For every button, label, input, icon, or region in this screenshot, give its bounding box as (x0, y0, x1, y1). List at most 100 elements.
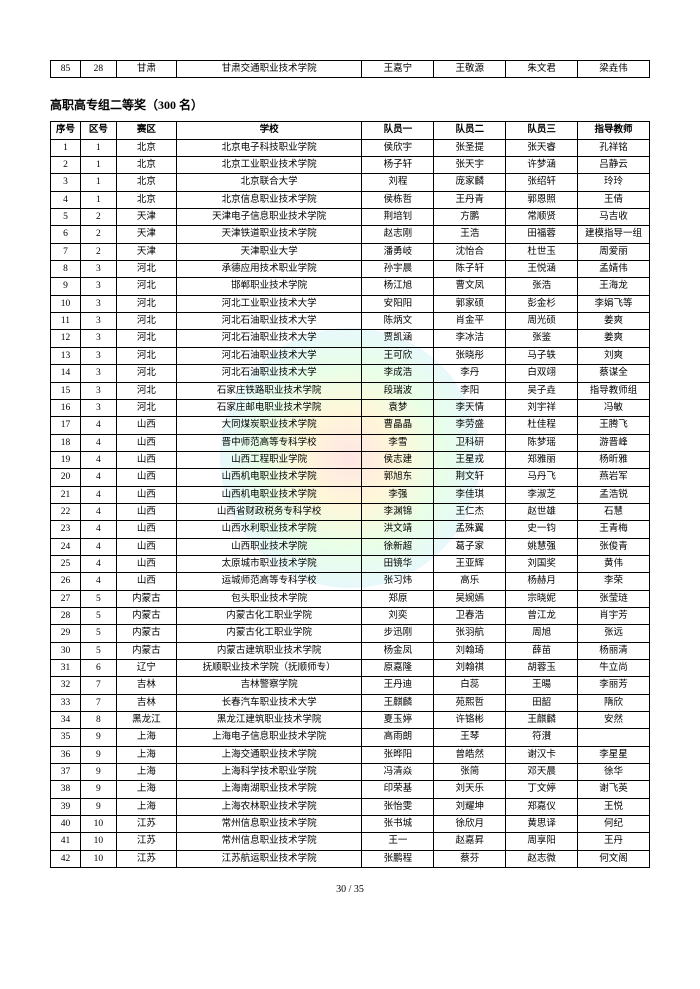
cell-p3: 周旭 (506, 625, 578, 642)
cell-school: 河北石油职业技术大学 (176, 347, 362, 364)
cell-area: 山西 (116, 503, 176, 520)
cell-p3: 郭恩照 (506, 191, 578, 208)
table-row: 85 28 甘肃 甘肃交通职业技术学院 王嘉宁 王敬源 朱文君 梁垚伟 (51, 61, 650, 78)
cell-p3: 王暘 (506, 677, 578, 694)
cell-seq: 34 (51, 712, 81, 729)
cell-area: 河北 (116, 382, 176, 399)
cell-school: 邯郸职业技术学院 (176, 278, 362, 295)
cell-p2: 陈子轩 (434, 261, 506, 278)
section-title: 高职高专组二等奖（300 名） (50, 96, 650, 113)
table-row: 174山西大同煤炭职业技术学院曹晶晶李劳盛杜佳程王腾飞 (51, 417, 650, 434)
table-row: 41北京北京信息职业技术学院侯栋哲王丹青郭恩照王倩 (51, 191, 650, 208)
table-row: 305内蒙古内蒙古建筑职业技术学院杨金凤刘翰琦薛苗杨丽清 (51, 642, 650, 659)
cell-zone: 3 (80, 365, 116, 382)
cell-school: 甘肃交通职业技术学院 (176, 61, 362, 78)
cell-p3: 黄思译 (506, 816, 578, 833)
table-row: 113河北河北石油职业技术大学陈炳文肖金平周光硕姜爽 (51, 313, 650, 330)
cell-teacher: 玲玲 (578, 174, 650, 191)
cell-school: 北京工业职业技术学院 (176, 157, 362, 174)
table-row: 194山西山西工程职业学院侯志建王星戎郑雅丽杨昕雅 (51, 451, 650, 468)
table-row: 275内蒙古包头职业技术学院郑原吴婉嫣宗晓妮张莹琏 (51, 590, 650, 607)
header-area: 赛区 (116, 122, 176, 139)
cell-p3: 胡蓉玉 (506, 660, 578, 677)
cell-zone: 4 (80, 417, 116, 434)
cell-seq: 85 (51, 61, 81, 78)
cell-p2: 庞家麟 (434, 174, 506, 191)
header-p1: 队员一 (362, 122, 434, 139)
table-row: 72天津天津职业大学潘勇岐沈怡合杜世玉周爱丽 (51, 243, 650, 260)
cell-p1: 张书城 (362, 816, 434, 833)
table-row: 337吉林长春汽车职业技术大学王麒麟苑熙哲田韶隋欣 (51, 694, 650, 711)
cell-teacher: 肖宇芳 (578, 607, 650, 624)
cell-teacher: 杨丽清 (578, 642, 650, 659)
cell-seq: 32 (51, 677, 81, 694)
cell-p3: 赵志微 (506, 850, 578, 867)
cell-p3: 朱文君 (506, 61, 578, 78)
cell-school: 内蒙古化工职业学院 (176, 607, 362, 624)
cell-p2: 张天宇 (434, 157, 506, 174)
table-row: 143河北河北石油职业技术大学李成浩李丹白双翊蔡谋全 (51, 365, 650, 382)
cell-teacher: 吕静云 (578, 157, 650, 174)
cell-p2: 荆文轩 (434, 469, 506, 486)
cell-school: 江苏航运职业技术学院 (176, 850, 362, 867)
cell-p3: 陈梦瑶 (506, 434, 578, 451)
cell-seq: 31 (51, 660, 81, 677)
cell-area: 河北 (116, 365, 176, 382)
cell-p3: 史一钧 (506, 521, 578, 538)
cell-p2: 肖金平 (434, 313, 506, 330)
cell-school: 常州信息职业技术学院 (176, 816, 362, 833)
cell-p3: 谢汉卡 (506, 746, 578, 763)
cell-school: 黑龙江建筑职业技术学院 (176, 712, 362, 729)
cell-area: 吉林 (116, 694, 176, 711)
cell-seq: 13 (51, 347, 81, 364)
cell-p1: 徐新超 (362, 538, 434, 555)
cell-area: 上海 (116, 798, 176, 815)
cell-school: 石家庄铁路职业技术学院 (176, 382, 362, 399)
cell-zone: 3 (80, 295, 116, 312)
cell-zone: 4 (80, 555, 116, 572)
cell-p1: 田镜华 (362, 555, 434, 572)
cell-teacher: 王海龙 (578, 278, 650, 295)
table-row: 327吉林吉林警察学院王丹迪白蕊王暘李丽芳 (51, 677, 650, 694)
table-row: 204山西山西机电职业技术学院郭旭东荆文轩马丹飞燕岩军 (51, 469, 650, 486)
cell-p3: 郑嘉仪 (506, 798, 578, 815)
cell-seq: 26 (51, 573, 81, 590)
table-row: 285内蒙古内蒙古化工职业学院刘奕卫春浩曾江龙肖宇芳 (51, 607, 650, 624)
cell-p2: 沈怡合 (434, 243, 506, 260)
cell-area: 山西 (116, 573, 176, 590)
main-table: 序号 区号 赛区 学校 队员一 队员二 队员三 指导教师 11北京北京电子科技职… (50, 121, 650, 868)
cell-p3: 符濽 (506, 729, 578, 746)
cell-p3: 马丹飞 (506, 469, 578, 486)
cell-area: 内蒙古 (116, 642, 176, 659)
cell-seq: 40 (51, 816, 81, 833)
cell-seq: 27 (51, 590, 81, 607)
cell-area: 山西 (116, 469, 176, 486)
cell-p2: 王星戎 (434, 451, 506, 468)
cell-p1: 张晔阳 (362, 746, 434, 763)
cell-teacher: 周爱丽 (578, 243, 650, 260)
table-row: 62天津天津铁道职业技术学院赵志刚王浩田福蓉建模指导一组 (51, 226, 650, 243)
table-row: 184山西晋中师范高等专科学校李雪卫科研陈梦瑶游晋峰 (51, 434, 650, 451)
cell-seq: 30 (51, 642, 81, 659)
cell-school: 石家庄邮电职业技术学院 (176, 399, 362, 416)
cell-school: 常州信息职业技术学院 (176, 833, 362, 850)
cell-seq: 9 (51, 278, 81, 295)
cell-school: 运城师范高等专科学校 (176, 573, 362, 590)
cell-area: 山西 (116, 538, 176, 555)
cell-zone: 3 (80, 330, 116, 347)
cell-zone: 4 (80, 469, 116, 486)
cell-teacher: 梁垚伟 (578, 61, 650, 78)
cell-school: 天津电子信息职业技术学院 (176, 209, 362, 226)
cell-zone: 3 (80, 278, 116, 295)
cell-p2: 蔡芬 (434, 850, 506, 867)
cell-p1: 段瑞波 (362, 382, 434, 399)
cell-zone: 1 (80, 157, 116, 174)
cell-teacher: 安然 (578, 712, 650, 729)
cell-zone: 8 (80, 712, 116, 729)
cell-area: 江苏 (116, 833, 176, 850)
cell-zone: 5 (80, 607, 116, 624)
cell-p3: 李淑芝 (506, 486, 578, 503)
cell-p2: 李劳盛 (434, 417, 506, 434)
cell-p3: 杜佳程 (506, 417, 578, 434)
cell-area: 河北 (116, 313, 176, 330)
